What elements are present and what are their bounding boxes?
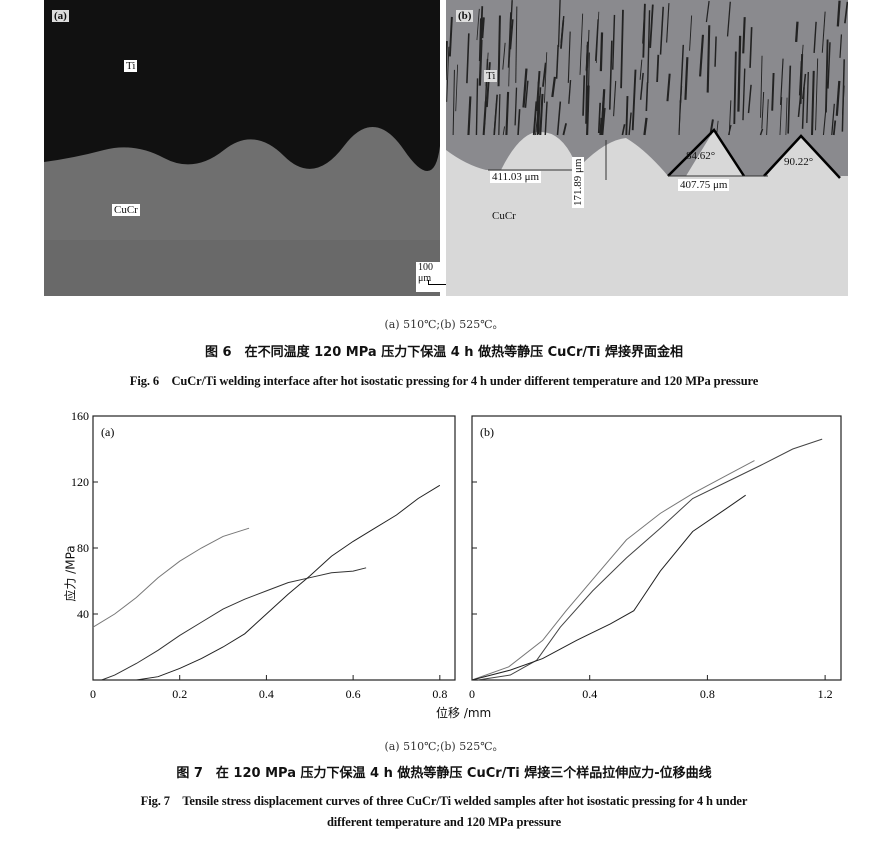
angle-2: 90.22° xyxy=(784,156,814,168)
y-tick-label: 120 xyxy=(71,475,89,489)
cucr-label: CuCr xyxy=(492,210,516,222)
y-axis-label: 应力 /MPa xyxy=(63,545,78,602)
y-tick-label: 160 xyxy=(71,409,89,423)
measurement-width-1: 411.03 μm xyxy=(490,171,542,183)
x-tick-label: 0.4 xyxy=(582,687,597,701)
fig7-caption-en-line1: Fig. 7 Tensile stress displacement curve… xyxy=(140,794,748,808)
measurement-height: 171.89 μm xyxy=(572,156,584,208)
micrograph-a: (a) Ti CuCr 100 μm xyxy=(44,0,452,296)
x-tick-label: 0.6 xyxy=(346,687,361,701)
plot-frame xyxy=(92,415,456,681)
series-line-2 xyxy=(477,438,823,681)
fig7-caption-zh: 图 7 在 120 MPa 压力下保温 4 h 做热等静压 CuCr/Ti 焊接… xyxy=(176,766,712,781)
panel-b-label: (b) xyxy=(456,10,474,22)
ti-label: Ti xyxy=(124,60,138,72)
ti-label: Ti xyxy=(484,70,498,82)
x-tick-label: 0 xyxy=(90,687,96,701)
scale-bar: 100 μm xyxy=(416,262,440,292)
panel-label: (b) xyxy=(480,425,494,439)
fig7-subcaption: (a) 510℃;(b) 525℃。 xyxy=(384,740,504,753)
y-tick-label: 40 xyxy=(77,607,89,621)
angle-1: 84.62° xyxy=(686,150,716,162)
micrograph-b: (b) Ti CuCr 411.03 μm 171.89 μm 407.75 μ… xyxy=(444,0,849,296)
x-tick-label: 0 xyxy=(469,687,475,701)
micrograph-a-image xyxy=(44,0,440,296)
x-tick-label: 0.8 xyxy=(432,687,447,701)
panel-label: (a) xyxy=(101,425,114,439)
measurement-width-2: 407.75 μm xyxy=(678,179,730,191)
plot-frame xyxy=(471,415,842,681)
cucr-label: CuCr xyxy=(112,204,140,216)
x-axis-label: 位移 /mm xyxy=(436,706,492,720)
y-tick-label: 80 xyxy=(77,541,89,555)
x-tick-label: 1.2 xyxy=(818,687,833,701)
fig7-charts: (a) 0 0.2 0.4 0.6 0.8 40 80 120 160 (b) 0 0.4 0.8 1.2 xyxy=(71,409,842,701)
series-line-2 xyxy=(101,567,367,681)
micrograph-b-image xyxy=(444,0,849,296)
fig6-caption-en: Fig. 6 CuCr/Ti welding interface after h… xyxy=(129,374,759,388)
x-tick-label: 0.4 xyxy=(259,687,274,701)
x-tick-label: 0.8 xyxy=(700,687,715,701)
fig6-subcaption: (a) 510℃;(b) 525℃。 xyxy=(384,318,504,331)
panel-a-label: (a) xyxy=(52,10,69,22)
series-line-3 xyxy=(93,484,441,681)
series-line-3 xyxy=(471,494,746,681)
fig6-caption-zh: 图 6 在不同温度 120 MPa 压力下保温 4 h 做热等静压 CuCr/T… xyxy=(205,345,683,360)
x-tick-label: 0.2 xyxy=(172,687,187,701)
series-line-1 xyxy=(92,527,250,628)
series-line-1 xyxy=(471,460,755,681)
fig7-caption-en-line2: different temperature and 120 MPa pressu… xyxy=(326,815,562,829)
